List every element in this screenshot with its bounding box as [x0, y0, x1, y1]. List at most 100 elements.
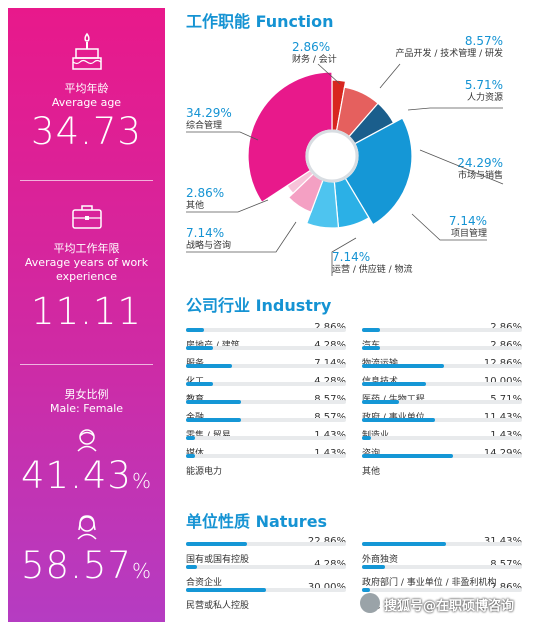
bar-category-label: 政府部门 / 事业单位 / 非盈利机构	[362, 578, 497, 588]
bar-track	[362, 400, 522, 404]
average-age-cn: 平均年龄	[64, 82, 109, 95]
pie-label-product-dev: 8.57% 产品开发 / 技术管理 / 研发	[395, 34, 503, 59]
watermark: 搜狐号@在职硕博咨询	[384, 599, 515, 614]
bar-value-label: 10.00%	[484, 376, 522, 388]
birthday-cake-icon	[72, 32, 102, 70]
bar-value-label: 2.86%	[314, 322, 346, 334]
pie-label-operations: 7.14% 运营 / 供应链 / 物流	[332, 250, 413, 275]
bar-track	[186, 346, 346, 350]
bar-fill	[362, 364, 445, 368]
bar-fill	[362, 565, 385, 569]
bar-value-label: 22.86%	[308, 536, 346, 548]
bar-track	[186, 542, 346, 546]
bar-category-label: 其他	[362, 467, 381, 477]
bar-fill	[186, 542, 247, 546]
bar-value-label: 4.28%	[314, 559, 346, 571]
male-ratio-value: 41.43	[21, 454, 132, 497]
female-ratio-unit: %	[131, 559, 152, 583]
bar-fill	[186, 418, 241, 422]
bar-value-label: 2.86%	[490, 322, 522, 334]
bar-value-label: 8.57%	[490, 559, 522, 571]
pie-label-marketing: 24.29% 市场与销售	[457, 156, 503, 181]
bar-category-label: 外商独资	[362, 555, 399, 565]
gender-ratio: 男女比例 Male: Female	[8, 388, 165, 416]
industry-title: 公司行业 Industry	[186, 296, 332, 315]
bar-row: 8.57% 政府部门 / 事业单位 / 非盈利机构	[362, 559, 522, 588]
bar-value-label: 2.86%	[490, 340, 522, 352]
bar-value-label: 1.43%	[490, 430, 522, 442]
watermark-logo-icon	[360, 593, 380, 613]
function-title: 工作职能 Function	[186, 12, 334, 31]
bar-fill	[362, 400, 399, 404]
bar-category-label: 能源电力	[186, 467, 223, 477]
average-age-value: 34.73	[31, 110, 142, 153]
function-pie-chart	[248, 72, 413, 229]
bar-fill	[186, 346, 214, 350]
bar-fill	[362, 588, 370, 592]
female-ratio: 58.57%	[8, 544, 165, 593]
pie-label-strategy: 7.14% 战略与咨询	[186, 226, 232, 251]
bar-value-label: 4.28%	[314, 376, 346, 388]
bar-track	[362, 454, 522, 458]
bar-category-label: 国有或国有控股	[186, 555, 250, 565]
bar-fill	[186, 588, 266, 592]
bar-track	[186, 565, 346, 569]
bar-fill	[186, 436, 196, 440]
bar-value-label: 2.86%	[490, 582, 522, 594]
bar-row: 30.00% 民营或私人控股	[186, 582, 346, 611]
bar-track	[186, 418, 346, 422]
female-icon	[77, 515, 97, 540]
pie-label-other: 2.86% 其他	[186, 186, 225, 211]
stats-panel: 平均年龄 Average age 34.73 平均工作年限 Average ye…	[8, 8, 165, 622]
bar-fill	[362, 542, 446, 546]
bar-fill	[186, 382, 214, 386]
average-age: 平均年龄 Average age 34.73	[8, 82, 165, 154]
average-work-years: 平均工作年限 Average years of work experience …	[8, 242, 165, 334]
bar-value-label: 14.29%	[484, 448, 522, 460]
bar-value-label: 1.43%	[314, 430, 346, 442]
pie-label-finance: 2.86% 财务 / 会计	[292, 40, 337, 65]
bar-fill	[362, 382, 426, 386]
briefcase-icon	[72, 205, 102, 229]
pie-label-hr: 5.71% 人力资源	[464, 78, 503, 103]
bar-track	[362, 436, 522, 440]
bar-fill	[186, 364, 232, 368]
bar-track	[186, 454, 346, 458]
bar-track	[362, 565, 522, 569]
bar-row: 31.43% 外商独资	[362, 536, 522, 565]
average-age-en: Average age	[51, 96, 122, 109]
work-years-value: 11.11	[31, 290, 142, 333]
male-ratio-unit: %	[131, 469, 152, 493]
bar-fill	[186, 454, 196, 458]
bar-track	[362, 418, 522, 422]
bar-value-label: 11.43%	[484, 412, 522, 424]
bar-value-label: 30.00%	[308, 582, 346, 594]
bar-fill	[362, 418, 436, 422]
bar-track	[362, 328, 522, 332]
bar-track	[362, 346, 522, 350]
pie-label-general-mgmt: 34.29% 综合管理	[186, 106, 232, 131]
bar-fill	[362, 436, 372, 440]
bar-row: 22.86% 国有或国有控股	[186, 536, 346, 565]
divider	[20, 180, 153, 181]
divider	[20, 364, 153, 365]
bar-fill	[186, 400, 241, 404]
bar-track	[362, 542, 522, 546]
bar-value-label: 7.14%	[314, 358, 346, 370]
pie-center-hole	[305, 129, 359, 183]
bar-fill	[186, 565, 198, 569]
bar-track	[186, 588, 346, 592]
bar-category-label: 民营或私人控股	[186, 601, 250, 611]
bar-value-label: 1.43%	[314, 448, 346, 460]
bar-track	[186, 400, 346, 404]
work-years-cn: 平均工作年限	[53, 242, 120, 255]
gender-ratio-en: Male: Female	[49, 402, 124, 415]
bar-fill	[362, 346, 381, 350]
female-ratio-value: 58.57	[21, 544, 132, 587]
bar-track	[186, 364, 346, 368]
bar-track	[362, 382, 522, 386]
natures-title: 单位性质 Natures	[186, 512, 328, 531]
bar-track	[362, 364, 522, 368]
pie-label-project-mgmt: 7.14% 项目管理	[448, 214, 487, 239]
bar-value-label: 8.57%	[314, 412, 346, 424]
